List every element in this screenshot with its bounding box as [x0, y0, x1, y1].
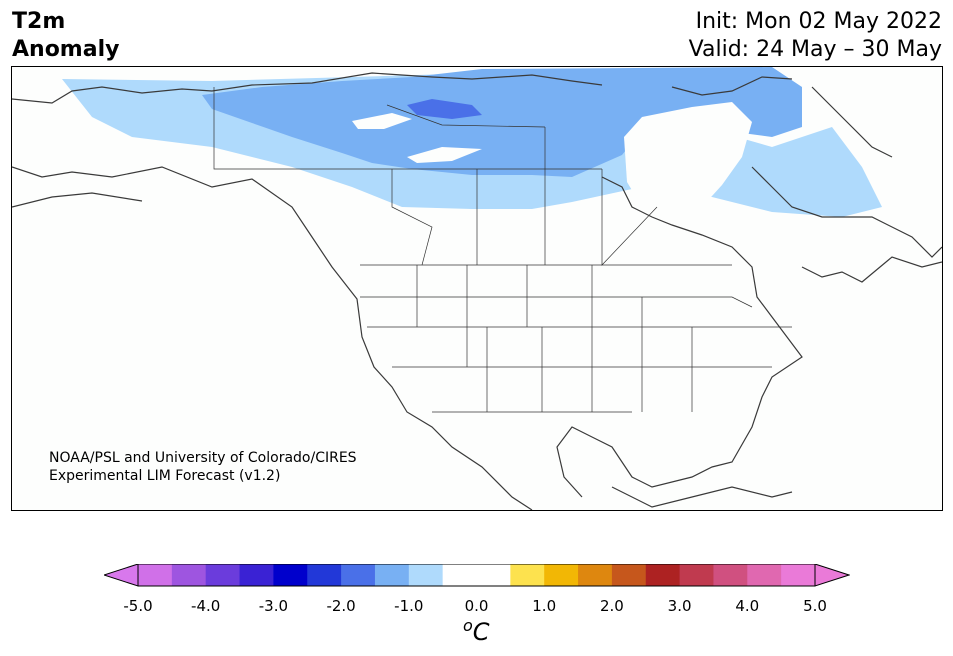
forecast-dates: Init: Mon 02 May 2022 Valid: 24 May – 30… [689, 8, 942, 64]
colorbar-cell [713, 564, 748, 586]
credit-line-1: NOAA/PSL and University of Colorado/CIRE… [49, 450, 357, 466]
colorbar-tick-label: 5.0 [803, 597, 827, 615]
colorbar-tick-label: -1.0 [394, 597, 424, 615]
title-line-1: T2m [12, 9, 66, 34]
colorbar-cell [138, 564, 173, 586]
colorbar-cell [171, 564, 207, 586]
map-panel [11, 66, 943, 511]
colorbar-tick-label: -4.0 [191, 597, 221, 615]
colorbar-cell [205, 564, 241, 586]
colorbar [104, 564, 850, 587]
colorbar-tick-label: 1.0 [532, 597, 557, 615]
great-bear-lake [352, 113, 412, 129]
unit-superscript: o [463, 616, 473, 635]
colorbar-tick-label: -5.0 [123, 597, 153, 615]
map-svg [12, 67, 942, 510]
colorbar-cell [273, 564, 308, 586]
colorbar-cell [408, 564, 444, 586]
political-borders [213, 87, 792, 413]
colorbar-tick-label: 4.0 [735, 597, 760, 615]
coastlines [12, 72, 942, 510]
valid-range: Valid: 24 May – 30 May [688, 37, 942, 62]
chart-title: T2m Anomaly [12, 8, 119, 64]
title-line-2: Anomaly [12, 37, 120, 62]
hudson-bay-water [624, 102, 752, 217]
colorbar-cell [374, 564, 410, 586]
colorbar-low-extend [104, 564, 139, 587]
colorbar-cell [679, 564, 714, 586]
colorbar-cell [544, 564, 579, 586]
colorbar-cell [611, 564, 647, 586]
anomaly-fill-dark [407, 99, 482, 119]
colorbar-cell [510, 564, 545, 586]
colorbar-tick-label: -2.0 [326, 597, 356, 615]
anomaly-fill-medium [202, 67, 802, 177]
colorbar-cell [747, 564, 782, 586]
colorbar-tick-label: -3.0 [258, 597, 289, 615]
init-date: Init: Mon 02 May 2022 [695, 9, 942, 34]
colorbar-cell [442, 564, 477, 586]
colorbar-cell [578, 564, 613, 586]
colorbar-cell [341, 564, 376, 586]
unit-text: C [472, 618, 490, 646]
colorbar-tick-label: 0.0 [464, 597, 489, 615]
colorbar-cell [307, 564, 342, 586]
colorbar-cell [476, 564, 511, 586]
great-slave-lake [407, 147, 482, 163]
colorbar-cell [239, 564, 274, 586]
credit-text: NOAA/PSL and University of Colorado/CIRE… [49, 449, 357, 485]
colorbar-cell [645, 564, 681, 586]
colorbar-unit-label: oC [463, 616, 490, 646]
colorbar-tick-label: 3.0 [667, 597, 692, 615]
colorbar-cell [781, 564, 816, 586]
colorbar-high-extend [814, 564, 850, 587]
colorbar-tick-label: 2.0 [599, 597, 624, 615]
colorbar-outline [137, 564, 816, 587]
credit-line-2: Experimental LIM Forecast (v1.2) [49, 468, 281, 484]
